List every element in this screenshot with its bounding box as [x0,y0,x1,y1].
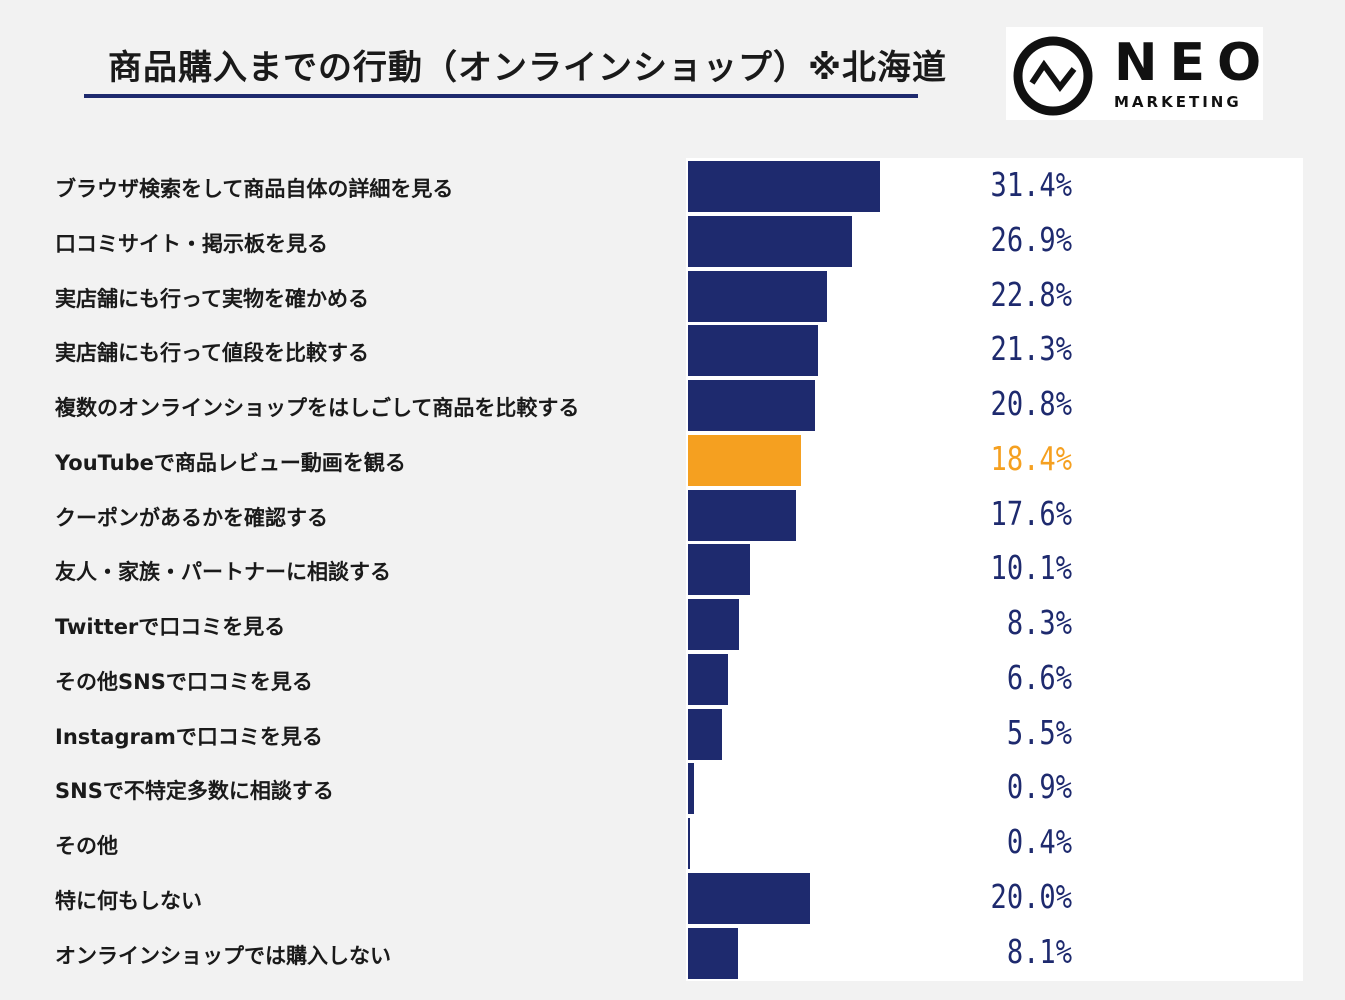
category-label: その他 [55,834,118,858]
category-label: 複数のオンラインショップをはしごして商品を比較する [55,396,580,420]
value-label: 26.9% [990,219,1072,259]
bar [688,161,880,212]
value-label: 5.5% [1006,712,1072,752]
value-label: 18.4% [990,438,1072,478]
value-label: 17.6% [990,493,1072,533]
category-label: YouTubeで商品レビュー動画を観る [55,450,406,475]
value-label: 10.1% [990,548,1072,588]
bar [688,927,738,979]
bar [688,763,694,815]
category-label: SNSで不特定多数に相談する [55,779,334,804]
bar [688,653,729,705]
bar [688,434,801,486]
bar [688,818,691,869]
category-label: 特に何もしない [55,888,202,913]
bar [688,215,853,267]
category-label: 友人・家族・パートナーに相談する [55,560,391,585]
value-label: 0.9% [1006,767,1072,807]
value-label: 8.3% [1006,603,1072,642]
bar [688,489,796,541]
bar [688,270,828,322]
category-label: ブラウザ検索をして商品自体の詳細を見る [55,177,454,201]
category-label: クーポンがあるかを確認する [55,505,328,530]
value-label: 20.8% [990,384,1072,423]
category-label: 実店舗にも行って値段を比較する [55,341,369,366]
value-label: 21.3% [990,329,1072,369]
chart-title: 商品購入までの行動（オンラインショップ）※北海道 [108,48,948,88]
value-label: 22.8% [990,274,1072,314]
neo-marketing-logo: NEO MARKETING [1006,27,1263,120]
category-label: オンラインショップでは購入しない [55,943,391,968]
category-label: Instagramで口コミを見る [55,724,323,749]
logo-word: NEO [1114,33,1274,93]
bar [688,380,816,431]
logo-subtitle: MARKETING [1114,93,1242,111]
bar [688,544,750,596]
value-label: 6.6% [1006,657,1072,697]
logo-circle-icon [1013,36,1093,116]
bar [688,708,722,760]
value-label: 0.4% [1006,822,1072,861]
value-label: 20.0% [990,876,1072,916]
category-label: その他SNSで口コミを見る [55,669,313,694]
bar [688,872,811,924]
title-underline [84,94,918,98]
category-label: Twitterで口コミを見る [55,615,286,639]
value-label: 8.1% [1006,931,1072,971]
value-label: 31.4% [990,165,1072,204]
category-label: 口コミサイト・掲示板を見る [55,231,328,256]
bar [688,325,819,377]
bar [688,599,739,650]
category-label: 実店舗にも行って実物を確かめる [55,286,369,311]
